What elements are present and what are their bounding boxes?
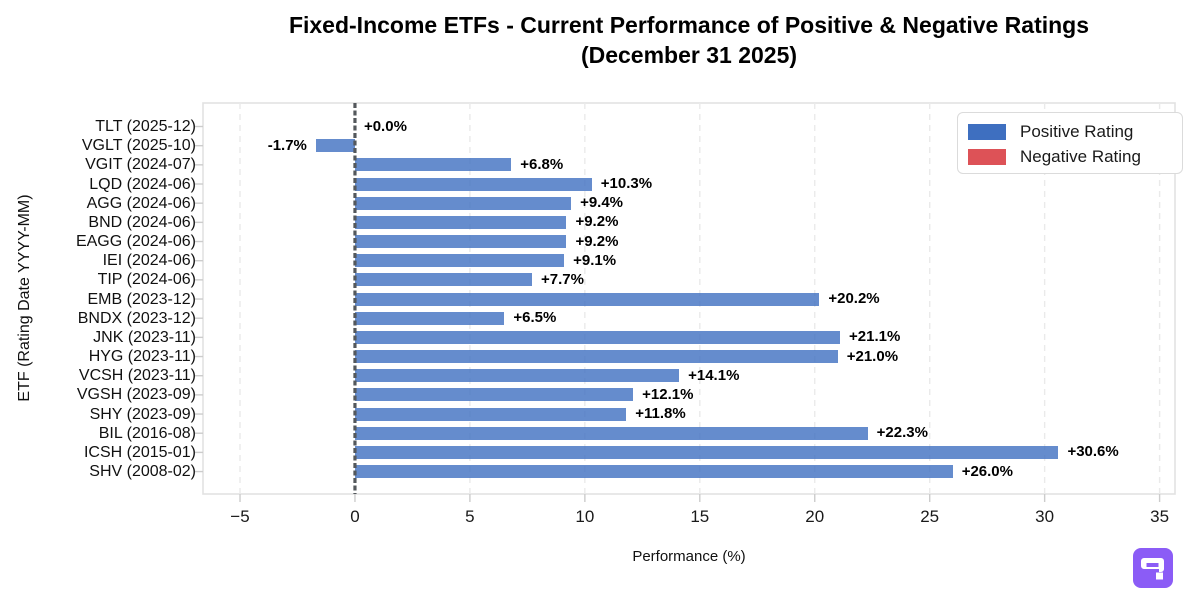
positive-rating-swatch — [968, 123, 1006, 140]
y-axis-label: VGIT (2024-07) — [85, 156, 196, 174]
bar-value-label: +22.3% — [876, 424, 928, 442]
bar-value-label: +14.1% — [688, 366, 740, 384]
watermark-logo — [1133, 548, 1173, 588]
y-axis-label: AGG (2024-06) — [86, 194, 196, 212]
y-axis-label: EMB (2023-12) — [87, 290, 197, 308]
x-tick-label: 20 — [805, 507, 825, 526]
bar-value-label: +12.1% — [642, 385, 694, 403]
bar-value-label: +9.4% — [580, 194, 624, 212]
y-axis-label: BNDX (2023-12) — [77, 309, 196, 327]
legend-row-positive: Positive Rating — [968, 119, 1182, 144]
legend-row-negative: Negative Rating — [968, 144, 1182, 169]
x-tick-label: 5 — [465, 507, 475, 526]
bar-value-label: +21.0% — [846, 347, 899, 365]
chart-title-line2: (December 31 2025) — [580, 42, 798, 68]
positive-rating-label: Positive Rating — [1020, 121, 1134, 141]
y-axis-label: TIP (2024-06) — [97, 271, 196, 289]
bar-value-label: +0.0% — [363, 117, 407, 135]
y-axis-label: VGSH (2023-09) — [76, 386, 196, 404]
bar-value-label: +20.2% — [828, 290, 880, 308]
bar-value-label: -1.7% — [267, 136, 307, 154]
y-axis-label: BIL (2016-08) — [98, 424, 196, 442]
chart-title-line1: Fixed-Income ETFs - Current Performance … — [288, 12, 1090, 38]
chart-title: Fixed-Income ETFs - Current Performance … — [203, 10, 1175, 70]
y-axis-label: TLT (2025-12) — [95, 118, 196, 135]
y-axis-label: IEI (2024-06) — [102, 252, 196, 270]
speech-bubble-icon — [1141, 558, 1164, 580]
y-axis-label: VCSH (2023-11) — [78, 367, 196, 385]
x-tick-label: 15 — [690, 507, 710, 526]
bar-value-label: +9.2% — [575, 232, 619, 250]
bar-value-label: +30.6% — [1067, 443, 1119, 461]
bar-value-label: +10.3% — [600, 175, 653, 192]
bar-value-label: +9.2% — [575, 213, 619, 231]
bubble-shape — [1141, 558, 1164, 572]
x-tick-label: 30 — [1035, 507, 1055, 526]
negative-rating-label: Negative Rating — [1020, 146, 1141, 166]
x-tick-label: 0 — [350, 507, 360, 526]
bar-value-label: +21.1% — [849, 328, 901, 346]
negative-rating-swatch — [968, 148, 1006, 165]
bar-value-label: +7.7% — [540, 270, 584, 288]
y-axis-label: EAGG (2024-06) — [75, 233, 196, 251]
x-axis-title: Performance (%) — [632, 548, 746, 565]
y-axis-label: HYG (2023-11) — [88, 348, 196, 366]
y-axis-label: JNK (2023-11) — [93, 328, 196, 346]
legend: Positive Rating Negative Rating — [957, 112, 1183, 174]
bubble-tail — [1156, 572, 1163, 580]
y-axis-label: SHV (2008-02) — [89, 463, 196, 481]
x-tick-label: −5 — [230, 507, 250, 526]
y-axis-label: ICSH (2015-01) — [83, 443, 196, 461]
bar-value-label: +6.8% — [520, 155, 564, 173]
bar-value-label: +6.5% — [513, 309, 557, 327]
x-tick-label: 10 — [575, 507, 595, 526]
y-axis-label: BND (2024-06) — [88, 213, 196, 231]
x-tick-label: 25 — [920, 507, 940, 526]
bar-value-label: +9.1% — [573, 251, 617, 269]
x-tick-label: 35 — [1150, 507, 1170, 526]
bar-value-label: +26.0% — [961, 462, 1013, 480]
y-axis-label: VGLT (2025-10) — [81, 137, 196, 155]
bar-value-label: +11.8% — [635, 405, 686, 423]
y-axis-label: LQD (2024-06) — [89, 175, 196, 193]
y-axis-label: SHY (2023-09) — [89, 405, 196, 423]
